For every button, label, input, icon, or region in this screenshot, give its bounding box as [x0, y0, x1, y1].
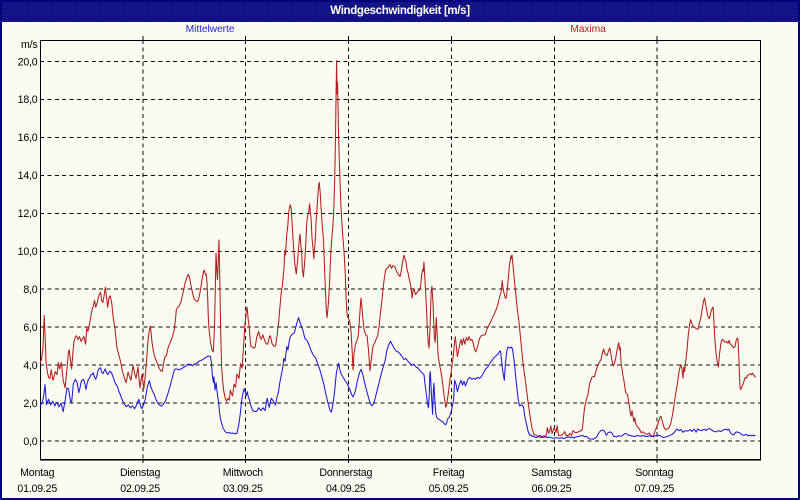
svg-text:10,0: 10,0 — [18, 246, 38, 258]
svg-text:Samstag: Samstag — [531, 467, 572, 479]
svg-text:Sonntag: Sonntag — [635, 467, 673, 479]
svg-text:Montag: Montag — [20, 467, 54, 479]
svg-text:0,0: 0,0 — [23, 436, 37, 448]
svg-text:18,0: 18,0 — [18, 94, 38, 106]
svg-text:05.09.25: 05.09.25 — [429, 483, 469, 495]
svg-text:8,0: 8,0 — [23, 284, 37, 296]
svg-text:12,0: 12,0 — [18, 208, 38, 220]
svg-text:07.09.25: 07.09.25 — [634, 483, 674, 495]
svg-text:Donnerstag: Donnerstag — [319, 467, 372, 479]
svg-text:20,0: 20,0 — [18, 56, 38, 68]
svg-text:14,0: 14,0 — [18, 170, 38, 182]
svg-text:02.09.25: 02.09.25 — [120, 483, 160, 495]
svg-text:04.09.25: 04.09.25 — [326, 483, 366, 495]
svg-text:Dienstag: Dienstag — [120, 467, 161, 479]
svg-text:m/s: m/s — [21, 39, 37, 51]
svg-text:Mittwoch: Mittwoch — [223, 467, 264, 479]
svg-text:4,0: 4,0 — [23, 360, 37, 372]
svg-text:06.09.25: 06.09.25 — [532, 483, 572, 495]
svg-text:03.09.25: 03.09.25 — [223, 483, 263, 495]
svg-text:6,0: 6,0 — [23, 322, 37, 334]
svg-text:Freitag: Freitag — [433, 467, 465, 479]
svg-text:2,0: 2,0 — [23, 398, 37, 410]
svg-text:01.09.25: 01.09.25 — [17, 483, 57, 495]
svg-text:16,0: 16,0 — [18, 132, 38, 144]
